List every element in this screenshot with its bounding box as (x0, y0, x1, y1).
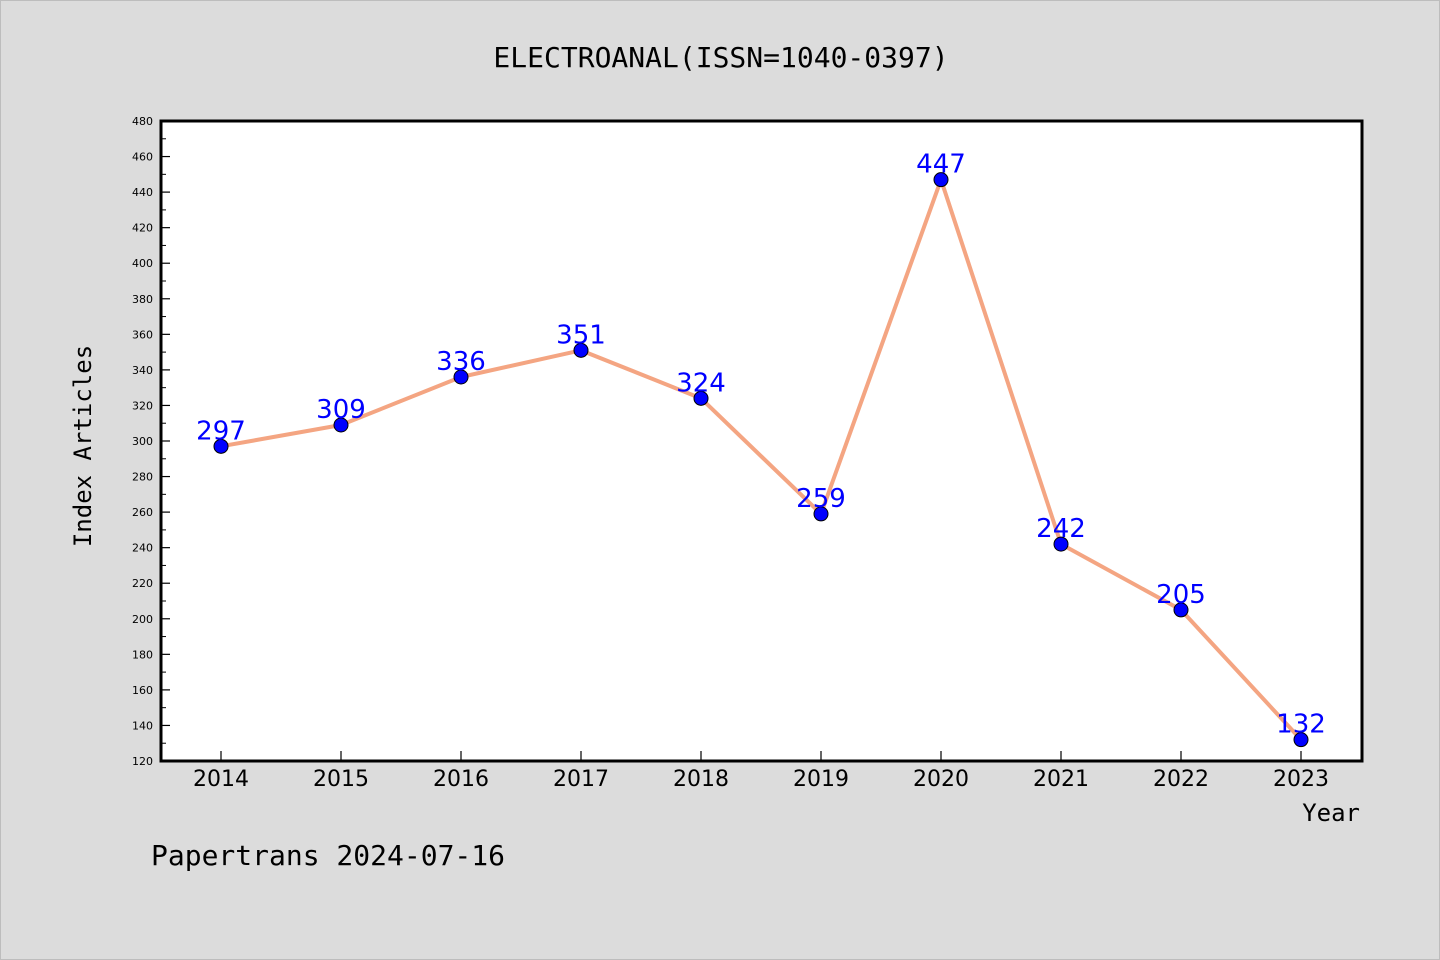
y-tick-label: 220 (132, 577, 153, 590)
y-tick-label: 280 (132, 471, 153, 484)
y-tick-label: 320 (132, 399, 153, 412)
data-label: 351 (556, 320, 606, 350)
y-tick-label: 440 (132, 186, 153, 199)
data-point (573, 342, 589, 358)
data-label: 242 (1036, 514, 1086, 544)
y-tick-label: 360 (132, 328, 153, 341)
x-tick-label: 2014 (193, 767, 249, 792)
y-tick-label: 380 (132, 293, 153, 306)
y-tick-label: 420 (132, 222, 153, 235)
y-tick-label: 140 (132, 719, 153, 732)
y-tick-label: 180 (132, 648, 153, 661)
data-point (333, 417, 349, 433)
series: 297 309 336 351 324 259 447 242 205 132 (196, 150, 1326, 748)
data-point (813, 506, 829, 522)
data-point (1053, 536, 1069, 552)
data-point (933, 172, 949, 188)
data-point (1173, 602, 1189, 618)
data-point (693, 390, 709, 406)
x-tick-label: 2018 (673, 767, 729, 792)
x-tick-label: 2019 (793, 767, 849, 792)
data-label: 324 (676, 368, 726, 398)
data-point (453, 369, 469, 385)
y-axis: 120 140 160 180 200 220 240 260 280 300 320 340 360 3… (132, 115, 170, 768)
chart-title: ELECTROANAL(ISSN=1040-0397) (493, 41, 948, 74)
data-label: 336 (436, 347, 486, 377)
y-tick-label: 120 (132, 755, 153, 768)
series-line (220, 177, 1303, 742)
y-tick-label: 400 (132, 257, 153, 270)
data-label: 259 (796, 484, 846, 514)
x-tick-label: 2020 (913, 767, 969, 792)
x-tick-label: 2022 (1153, 767, 1209, 792)
y-tick-label: 240 (132, 542, 153, 555)
y-tick-label: 340 (132, 364, 153, 377)
y-axis-label: Index Articles (69, 345, 97, 547)
y-tick-label: 480 (132, 115, 153, 128)
data-point (1293, 732, 1309, 748)
x-tick-label: 2023 (1273, 767, 1329, 792)
x-axis: 2014 2015 2016 2017 2018 2019 2020 2021 2022 2023 (193, 751, 1329, 792)
x-tick-label: 2016 (433, 767, 489, 792)
y-tick-label: 260 (132, 506, 153, 519)
data-point (213, 438, 229, 454)
x-tick-label: 2015 (313, 767, 369, 792)
data-label: 132 (1276, 710, 1326, 740)
footer-credit: Papertrans 2024-07-16 (151, 839, 505, 872)
y-tick-label: 200 (132, 613, 153, 626)
data-label: 309 (316, 395, 366, 425)
data-label: 297 (196, 416, 246, 446)
x-axis-label: Year (1302, 799, 1360, 827)
plot-area (159, 119, 1364, 763)
data-label: 447 (916, 150, 966, 180)
data-label: 205 (1156, 580, 1206, 610)
x-tick-label: 2017 (553, 767, 609, 792)
y-tick-label: 460 (132, 151, 153, 164)
y-tick-label: 300 (132, 435, 153, 448)
y-tick-label: 160 (132, 684, 153, 697)
x-tick-label: 2021 (1033, 767, 1089, 792)
